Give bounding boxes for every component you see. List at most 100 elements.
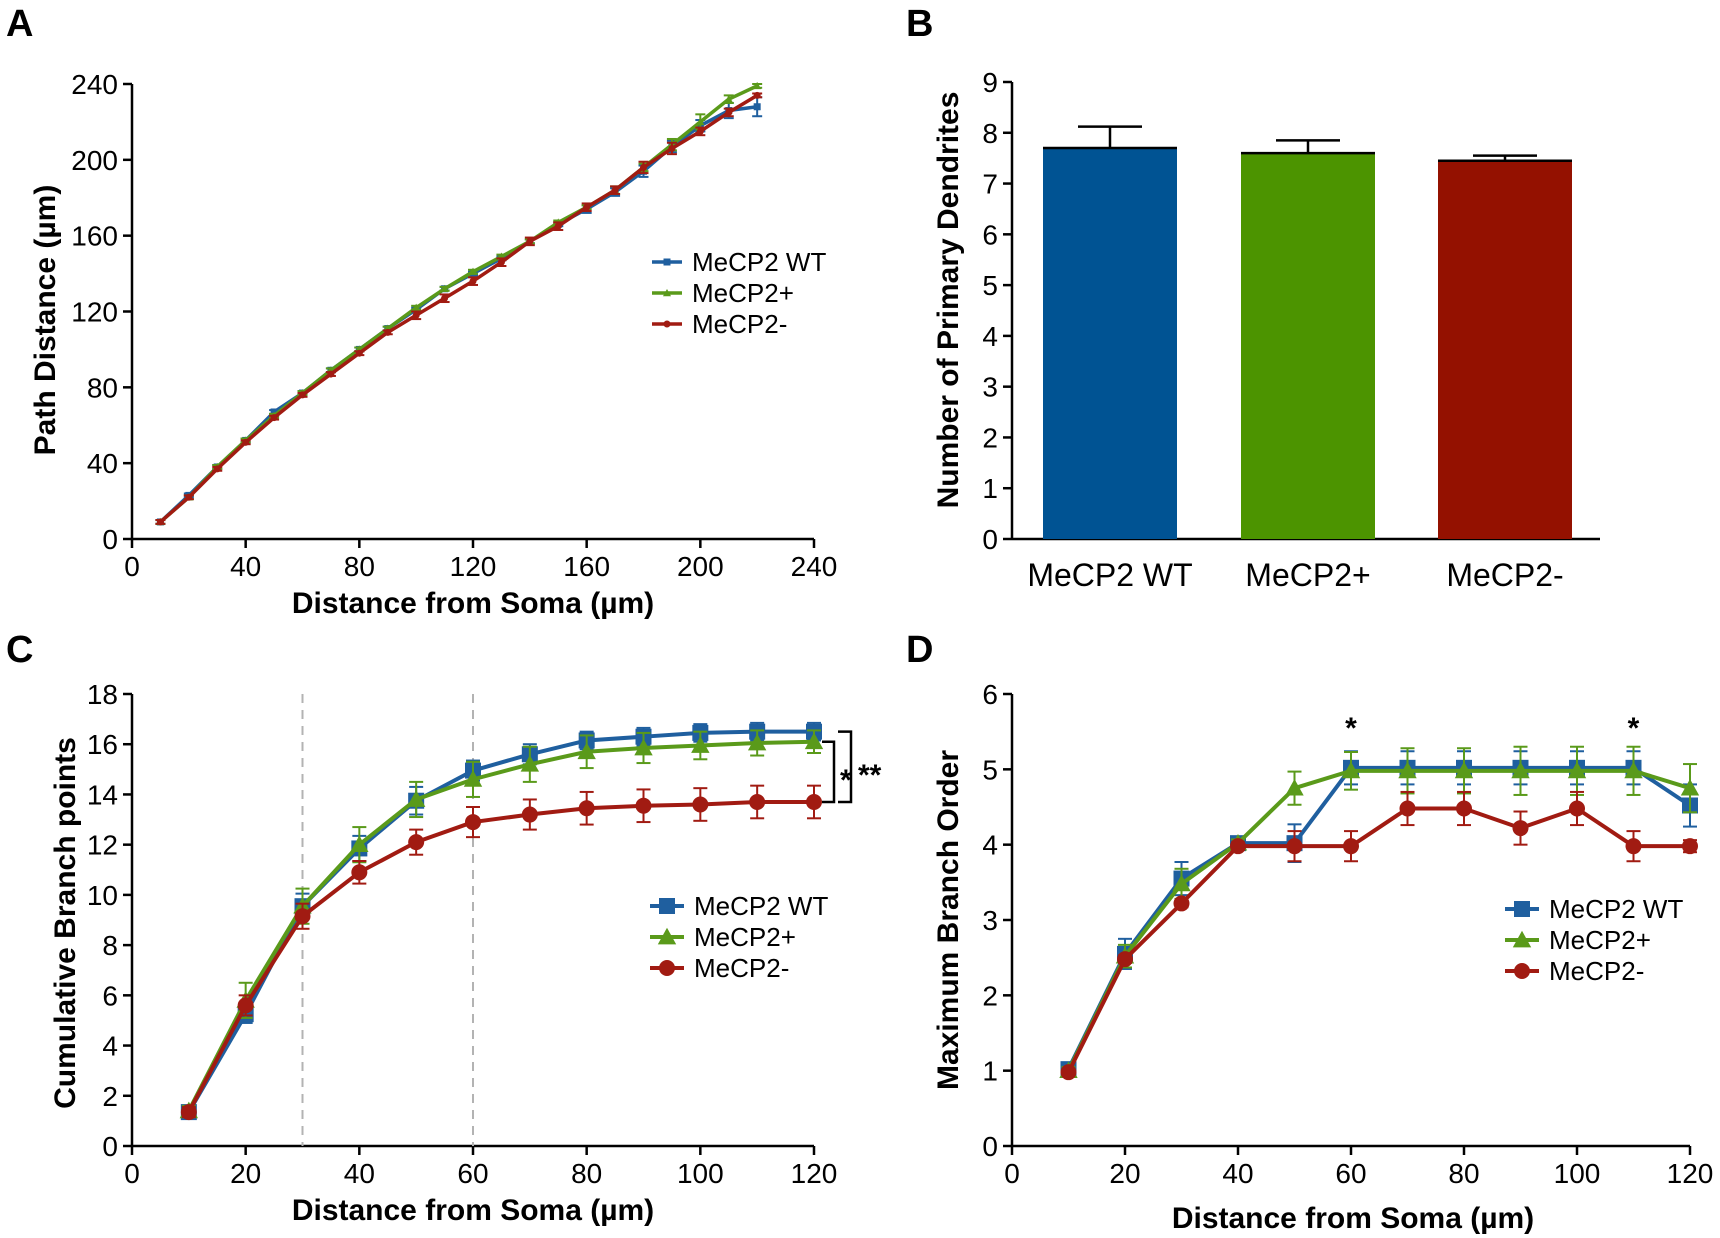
panel-c-series-mecp2-point (408, 834, 425, 851)
panel-c-y-tick-label: 14 (87, 779, 118, 810)
panel-a-series-mecp2-point (412, 303, 421, 311)
panel-d-x-tick-label: 60 (1335, 1158, 1366, 1189)
panel-b-y-tick-label: 9 (982, 67, 998, 98)
panel-d-series-mecp2-point (1399, 800, 1416, 817)
panel-a-series-mecp2-point (753, 81, 762, 90)
panel-c-legend-mecp2-marker (657, 927, 677, 945)
panel-a-y-tick-label: 80 (87, 372, 118, 403)
panel-c-series-mecp2-point (804, 732, 824, 750)
panel-a-x-tick-label: 120 (450, 551, 497, 582)
panel-c-legend-mecp2-marker (659, 960, 675, 976)
panel-a-series-mecp2-line (159, 93, 759, 524)
panel-c-series-mecp2-point (237, 997, 254, 1014)
panel-a-series-mecp2-point (640, 163, 647, 171)
panel-a-series-mecp2-point (299, 391, 306, 399)
panel-c-series-mecp2 (180, 784, 822, 1121)
panel-d-series-mecp2-point (1060, 1064, 1077, 1081)
panel-c-series-mecp2-point (350, 835, 369, 853)
panel-d-series-mecp2-point (1286, 838, 1303, 855)
panel-c-y-tick-label: 18 (87, 679, 118, 710)
panel-c-series-mecp2-point (578, 800, 595, 817)
panel-c-significance-bracket-inner (822, 740, 836, 804)
panel-d-significance-label: * (1628, 712, 1640, 745)
panel-d-series-mecp2-line (1066, 768, 1691, 1072)
panel-a-series-mecp2-wt-line (159, 105, 758, 524)
panel-a-series-mecp2-point (725, 108, 733, 116)
panel-a-series-mecp2-point (526, 237, 534, 245)
panel-a-y-tick-label: 120 (71, 297, 118, 328)
panel-d-y-tick-label: 5 (982, 754, 998, 785)
panel-c-series-mecp2-point (463, 770, 483, 787)
panel-a-x-tick-label: 240 (791, 551, 838, 582)
panel-a-series-mecp2-point (185, 493, 193, 501)
panel-c-legend-mecp2: MeCP2- (650, 953, 789, 983)
panel-a-y-tick-label: 160 (71, 221, 118, 252)
panel-c-significance-label: * (840, 764, 852, 797)
panel-c-legend-mecp2-wt-marker (659, 898, 675, 914)
panel-a-legend-mecp2-wt-label: MeCP2 WT (692, 247, 826, 277)
panel-a-series-mecp2-point (497, 258, 505, 266)
panel-d-legend-mecp2-label: MeCP2+ (1549, 925, 1651, 955)
panel-d-series-mecp2-point (1172, 874, 1191, 892)
panel-a-x-tick-label: 80 (344, 551, 375, 582)
panel-a-series-mecp2-point (753, 91, 761, 99)
panel-c-legend-mecp2-label: MeCP2- (694, 953, 789, 983)
panel-d-series-mecp2-point (1454, 761, 1474, 779)
panel-d-x-tick-label: 80 (1448, 1158, 1479, 1189)
panel-c-x-tick-label: 120 (791, 1158, 838, 1189)
panel-d-series-mecp2-point (1230, 838, 1246, 855)
panel-d-series-mecp2-point (1511, 761, 1530, 779)
panel-c-series-mecp2-point (692, 796, 709, 813)
panel-c-series-mecp2-line (187, 739, 815, 1112)
panel-d-x-tick-label: 120 (1667, 1158, 1714, 1189)
panel-b-y-tick-label: 8 (982, 118, 998, 149)
panel-a-plot: 0 40 80 120 160 200 240 0 40 80 120 160 200 240 MeCP2 … (71, 69, 837, 582)
panel-c-series-mecp2-line (187, 799, 814, 1114)
panel-a-x-tick-label: 40 (230, 551, 261, 582)
panel-a-series-mecp2-point (469, 277, 477, 285)
panel-b-y-tick-label: 0 (982, 524, 998, 555)
panel-a-legend-mecp2-wt: MeCP2 WT (652, 247, 826, 277)
panel-d-series-mecp2-point (1173, 895, 1190, 912)
panel-d-legend-mecp2-marker (1512, 930, 1532, 948)
panel-a-y-tick-label: 0 (102, 524, 118, 555)
panel-b-y-tick-label: 7 (982, 169, 998, 200)
panel-c-y-tick-label: 4 (102, 1031, 118, 1062)
panel-b-category-label: MeCP2- (1446, 557, 1563, 593)
panel-b-bar-mecp2-wt (1043, 148, 1177, 539)
panel-b-category-label: MeCP2 WT (1027, 557, 1192, 593)
panel-c-x-tick-label: 20 (230, 1158, 261, 1189)
panel-a-legend-mecp2-label: MeCP2+ (692, 278, 794, 308)
panel-c-y-tick-label: 12 (87, 830, 118, 861)
panel-letter-a: A (6, 3, 33, 45)
panel-a-series-mecp2-point (440, 284, 449, 292)
panel-a-series-mecp2-point (668, 144, 676, 152)
panel-c-y-tick-label: 16 (87, 729, 118, 760)
panel-c-x-tick-label: 0 (124, 1158, 140, 1189)
panel-c-series-mecp2-point (180, 1104, 197, 1121)
panel-a-series-mecp2-point (270, 414, 278, 422)
panel-c-legend-mecp2: MeCP2+ (650, 922, 796, 952)
panel-c-series-mecp2-point (749, 793, 766, 810)
panel-b-y-tick-label: 3 (982, 372, 998, 403)
panel-c-y-tick-label: 8 (102, 930, 118, 961)
panel-a-series-mecp2-point (384, 328, 392, 336)
panel-letter-b: B (906, 3, 933, 45)
panel-a-legend-mecp2-wt-marker (663, 258, 671, 266)
panel-c-series-mecp2-point (521, 806, 538, 823)
panel-d-x-tick-label: 20 (1109, 1158, 1140, 1189)
panel-c-series-mecp2-point (465, 814, 481, 831)
panel-d-y-tick-label: 0 (982, 1131, 998, 1162)
panel-c-series-mecp2-point (294, 908, 311, 925)
panel-a-series-mecp2-point (724, 95, 733, 103)
panel-b-bar-mecp2 (1438, 160, 1572, 539)
panel-a-legend-mecp2-marker (662, 288, 672, 297)
panel-b-y-tick-label: 5 (982, 270, 998, 301)
panel-c-legend-mecp2-wt: MeCP2 WT (650, 891, 828, 921)
panel-a-x-axis-title: Distance from Soma (µm) (292, 587, 654, 620)
panel-c-legend-mecp2-label: MeCP2+ (694, 922, 796, 952)
panel-d-series-mecp2-point (1512, 820, 1529, 837)
